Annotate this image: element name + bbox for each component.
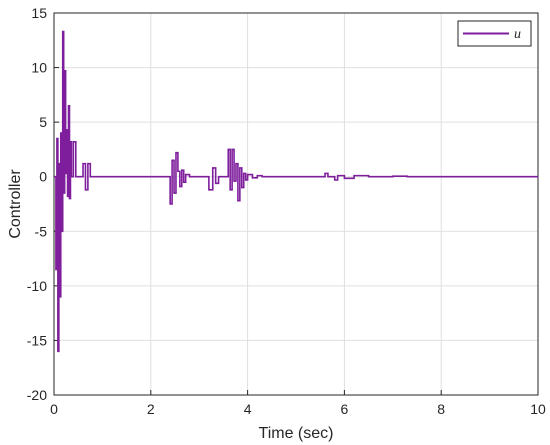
y-tick-label: 5	[39, 114, 47, 130]
x-axis-label: Time (sec)	[259, 425, 334, 442]
y-tick-label: -20	[27, 387, 47, 403]
y-tick-label: -15	[27, 332, 47, 348]
series-layer	[54, 30, 538, 353]
plot-axes	[53, 12, 539, 396]
series-line-u	[54, 30, 538, 353]
y-axis-label: Controller	[7, 169, 24, 239]
y-tick-label: -10	[27, 278, 47, 294]
x-tick-label: 8	[437, 401, 445, 417]
chart-legend: u	[457, 20, 532, 47]
y-tick-label: 10	[31, 60, 47, 76]
x-axis-ticks: 0 2 4 6 8 10	[50, 390, 546, 417]
y-tick-label: 15	[31, 5, 47, 21]
y-axis-ticks: -20 -15 -10 -5 0 5 10 15	[27, 5, 59, 403]
x-tick-label: 0	[50, 401, 58, 417]
x-tick-label: 10	[530, 401, 546, 417]
y-tick-label: 0	[39, 169, 47, 185]
x-tick-label: 2	[147, 401, 155, 417]
plot-area-frame	[53, 12, 539, 396]
x-tick-label: 4	[244, 401, 252, 417]
x-tick-label: 6	[341, 401, 349, 417]
legend-label-u: u	[514, 27, 521, 42]
y-tick-label: -5	[35, 223, 48, 239]
